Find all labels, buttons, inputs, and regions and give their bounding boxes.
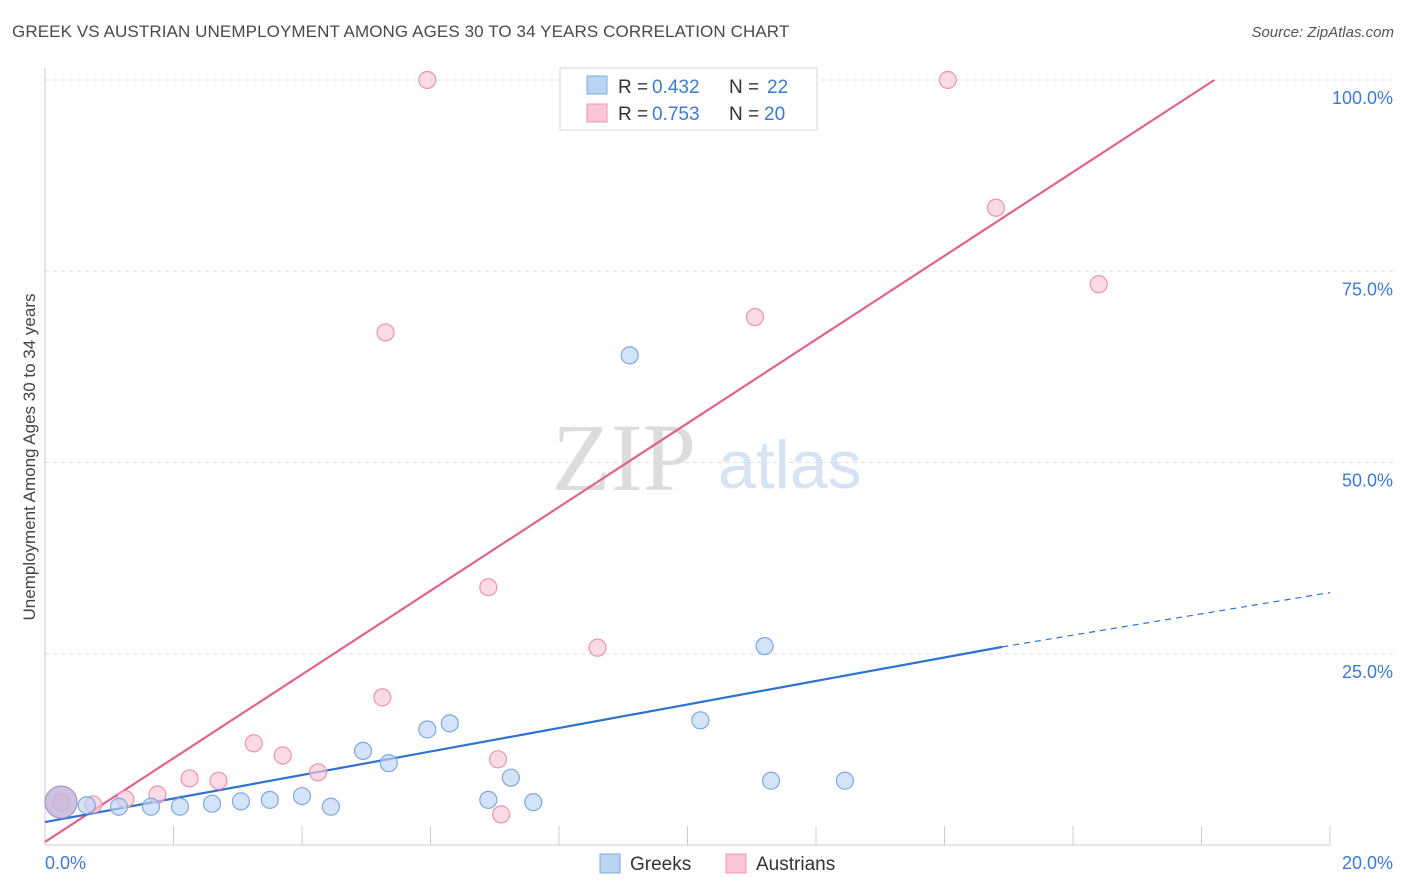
legend-austrians-r-value: 0.753 — [652, 104, 700, 125]
trend-line-greeks-extension — [1002, 591, 1331, 648]
watermark: ZIP atlas — [552, 404, 862, 511]
point-greeks-19 — [755, 636, 774, 656]
x-tick-label-min: 0.0% — [45, 853, 86, 873]
point-austrians-15 — [588, 638, 607, 657]
point-greeks-5 — [202, 794, 222, 813]
correlation-legend: R = 0.432 N = 22 R = 0.753 N = 20 — [559, 67, 818, 131]
point-greeks-0 — [44, 785, 78, 819]
point-greeks-17 — [620, 346, 639, 365]
legend-austrians-r-label: R = — [618, 104, 648, 125]
point-austrians-11 — [418, 70, 437, 90]
point-austrians-10 — [373, 688, 392, 707]
point-greeks-1 — [77, 796, 96, 815]
x-axis-ticks — [173, 826, 1331, 845]
y-axis-label: Unemployment Among Ages 30 to 34 years — [20, 294, 39, 621]
watermark-zip: ZIP — [552, 404, 696, 511]
point-austrians-16 — [745, 308, 765, 327]
point-austrians-19 — [1089, 275, 1108, 294]
series-legend: Greeks Austrians — [599, 853, 835, 875]
point-greeks-8 — [292, 786, 312, 806]
point-greeks-7 — [260, 790, 279, 809]
bottom-legend-swatch-greeks — [599, 853, 621, 874]
y-tick-labels: 25.0% 50.0% 75.0% 100.0% — [1332, 88, 1393, 682]
point-austrians-18 — [986, 198, 1006, 217]
point-greeks-18 — [691, 711, 710, 730]
point-greeks-6 — [231, 792, 251, 811]
point-greeks-16 — [524, 793, 543, 812]
bottom-legend-swatch-austrians — [725, 853, 747, 874]
bottom-legend-austrians: Austrians — [756, 854, 835, 875]
point-greeks-14 — [479, 790, 498, 809]
y-tick-label-2: 75.0% — [1342, 279, 1393, 299]
point-austrians-7 — [273, 746, 292, 765]
trend-line-austrians — [44, 79, 1215, 843]
trend-line-greeks — [44, 645, 1003, 824]
point-greeks-13 — [440, 714, 459, 733]
point-greeks-3 — [141, 797, 161, 816]
point-austrians-4 — [180, 769, 199, 788]
legend-swatch-greeks — [586, 75, 608, 95]
point-greeks-12 — [418, 720, 437, 739]
legend-greeks-r-value: 0.432 — [652, 77, 700, 98]
point-greeks-20 — [761, 771, 781, 790]
point-austrians-14 — [492, 805, 511, 824]
legend-greeks-n-value: 22 — [767, 77, 788, 98]
grid — [45, 79, 1393, 655]
legend-austrians-n-value: 20 — [764, 104, 785, 125]
legend-greeks-r-label: R = — [618, 77, 648, 98]
point-greeks-10 — [353, 741, 373, 761]
chart-title: GREEK VS AUSTRIAN UNEMPLOYMENT AMONG AGE… — [12, 22, 790, 41]
legend-austrians-n-label: N = — [729, 104, 759, 125]
x-tick-label-max: 20.0% — [1342, 853, 1393, 873]
point-greeks-21 — [835, 771, 855, 790]
point-austrians-6 — [244, 734, 263, 753]
point-austrians-13 — [488, 750, 508, 769]
point-greeks-15 — [501, 768, 520, 787]
legend-swatch-austrians — [586, 103, 608, 123]
point-austrians-5 — [209, 771, 228, 790]
point-greeks-4 — [170, 797, 190, 816]
y-tick-label-0: 25.0% — [1342, 662, 1393, 682]
point-austrians-12 — [479, 578, 498, 597]
y-tick-label-3: 100.0% — [1332, 88, 1393, 108]
y-tick-label-1: 50.0% — [1342, 471, 1393, 491]
legend-greeks-n-label: N = — [729, 77, 759, 98]
point-greeks-9 — [321, 797, 341, 816]
point-greeks-2 — [109, 797, 128, 816]
point-austrians-17 — [938, 70, 957, 90]
point-austrians-9 — [376, 323, 395, 342]
point-greeks-11 — [379, 754, 398, 773]
point-austrians-8 — [308, 763, 328, 782]
watermark-atlas: atlas — [718, 427, 862, 503]
bottom-legend-greeks: Greeks — [630, 854, 691, 875]
data-points — [44, 70, 1108, 824]
trend-lines — [44, 79, 1331, 843]
source-label: Source: ZipAtlas.com — [1251, 24, 1394, 41]
